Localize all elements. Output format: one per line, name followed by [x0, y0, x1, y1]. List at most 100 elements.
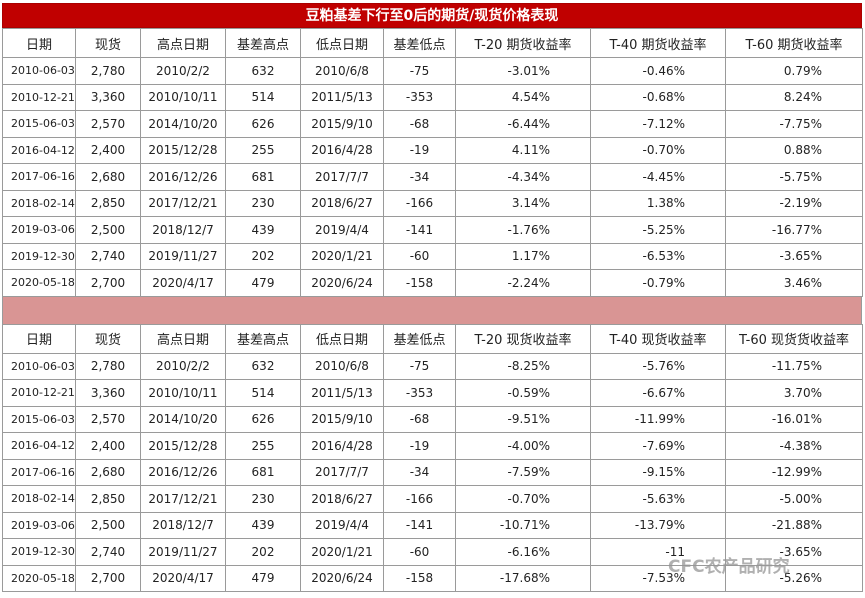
cell: -7.75% [725, 110, 863, 138]
page: 豆粕基差下行至0后的期货/现货价格表现 日期 现货 高点日期 基差高点 低点日期 基差低点… [2, 3, 863, 592]
data-row: 2010-06-03 2,780 2010/2/2 632 2010/6/8 -75 -8.… [2, 352, 863, 380]
cell: 2010-06-03 [2, 352, 76, 380]
cell: -12.99% [725, 458, 863, 486]
cell: 2017/7/7 [300, 458, 384, 486]
cell: -0.70% [590, 136, 726, 164]
cell: -10.71% [455, 511, 591, 539]
cell: -0.79% [590, 269, 726, 297]
cell: 479 [225, 269, 301, 297]
cell: 202 [225, 538, 301, 566]
cell: 514 [225, 379, 301, 407]
cell: 2019-03-06 [2, 216, 76, 244]
cell: -75 [383, 352, 456, 380]
cell: -1.76% [455, 216, 591, 244]
cell: 2,740 [75, 538, 141, 566]
header-cell: 低点日期 [300, 323, 384, 354]
data-row: 2017-06-16 2,680 2016/12/26 681 2017/7/7 -34-… [2, 458, 863, 486]
header-cell: 基差高点 [225, 323, 301, 354]
cell: -6.16% [455, 538, 591, 566]
cell: 3.46% [725, 269, 863, 297]
cell: -75 [383, 57, 456, 85]
cell: -19 [383, 136, 456, 164]
cell: 1.38% [590, 189, 726, 217]
cell: -34 [383, 458, 456, 486]
cell: -4.45% [590, 163, 726, 191]
cell: 2018/12/7 [140, 216, 226, 244]
cell: 2015-06-03 [2, 405, 76, 433]
cell: 2020-05-18 [2, 564, 76, 592]
data-row: 2010-12-21 3,360 2010/10/11 514 2011/5/13 -35… [2, 379, 863, 407]
data-row: 2020-05-18 2,700 2020/4/17 479 2020/6/24 -158… [2, 269, 863, 297]
header-cell: 日期 [2, 323, 76, 354]
cell: -11.99% [590, 405, 726, 433]
cell: -5.26% [725, 564, 863, 592]
header-row: 日期 现货 高点日期 基差高点 低点日期 基差低点 T-20 期货收益率 T-40 期货收益率… [2, 28, 863, 58]
cell: 2017/12/21 [140, 189, 226, 217]
cell: 8.24% [725, 83, 863, 111]
cell: 632 [225, 352, 301, 380]
cell: 2014/10/20 [140, 405, 226, 433]
cell: 2017/12/21 [140, 485, 226, 513]
cell: 2,850 [75, 189, 141, 217]
cell: 2017-06-16 [2, 458, 76, 486]
cell: 2011/5/13 [300, 83, 384, 111]
cell: -2.19% [725, 189, 863, 217]
cell: 230 [225, 189, 301, 217]
cell: 2015-06-03 [2, 110, 76, 138]
cell: 2010/6/8 [300, 352, 384, 380]
cell: -0.46% [590, 57, 726, 85]
cell: 2016/4/28 [300, 136, 384, 164]
cell: -0.70% [455, 485, 591, 513]
header-cell: T-20 期货收益率 [455, 28, 591, 58]
cell: -2.24% [455, 269, 591, 297]
header-cell: 低点日期 [300, 28, 384, 58]
cell: 1.17% [455, 242, 591, 270]
data-row: 2016-04-12 2,400 2015/12/28 255 2016/4/28 -19… [2, 432, 863, 460]
cell: 626 [225, 405, 301, 433]
cell: -5.76% [590, 352, 726, 380]
header-cell: T-40 现货收益率 [590, 323, 726, 354]
cell: 514 [225, 83, 301, 111]
header-cell: T-20 现货收益率 [455, 323, 591, 354]
cell: -5.25% [590, 216, 726, 244]
cell: -6.44% [455, 110, 591, 138]
cell: -3.01% [455, 57, 591, 85]
cell: -166 [383, 189, 456, 217]
cell: -3.65% [725, 242, 863, 270]
header-cell: 高点日期 [140, 323, 226, 354]
cell: 2016/4/28 [300, 432, 384, 460]
header-cell: T-60 期货收益率 [725, 28, 863, 58]
cell: 439 [225, 216, 301, 244]
cell: -4.34% [455, 163, 591, 191]
data-row: 2019-12-30 2,740 2019/11/27 202 2020/1/21 -60… [2, 538, 863, 566]
cell: 2019/4/4 [300, 511, 384, 539]
header-cell: 日期 [2, 28, 76, 58]
cell: 2,850 [75, 485, 141, 513]
header-cell: 现货 [75, 323, 141, 354]
cell: 2020/4/17 [140, 564, 226, 592]
cell: 2,780 [75, 352, 141, 380]
cell: 2019/11/27 [140, 242, 226, 270]
cell: 4.11% [455, 136, 591, 164]
header-cell: 基差高点 [225, 28, 301, 58]
cell: 2,700 [75, 564, 141, 592]
cell: -60 [383, 538, 456, 566]
watermark: CFC农产品研究 [668, 557, 790, 577]
cell: -8.25% [455, 352, 591, 380]
cell: 2020/6/24 [300, 269, 384, 297]
cell: 2015/9/10 [300, 110, 384, 138]
futures-table: 日期 现货 高点日期 基差高点 低点日期 基差低点 T-20 期货收益率 T-40 期货收益率… [2, 28, 863, 297]
cell: -0.59% [455, 379, 591, 407]
cell: -9.51% [455, 405, 591, 433]
cell: 2019-03-06 [2, 511, 76, 539]
cell: -68 [383, 110, 456, 138]
cell: 479 [225, 564, 301, 592]
cell: 2,400 [75, 432, 141, 460]
cell: 2015/9/10 [300, 405, 384, 433]
cell: -353 [383, 83, 456, 111]
title: 豆粕基差下行至0后的期货/现货价格表现 [2, 3, 862, 28]
cell: 2010/2/2 [140, 57, 226, 85]
cell: 2,400 [75, 136, 141, 164]
cell: -19 [383, 432, 456, 460]
cell: 2018/6/27 [300, 189, 384, 217]
